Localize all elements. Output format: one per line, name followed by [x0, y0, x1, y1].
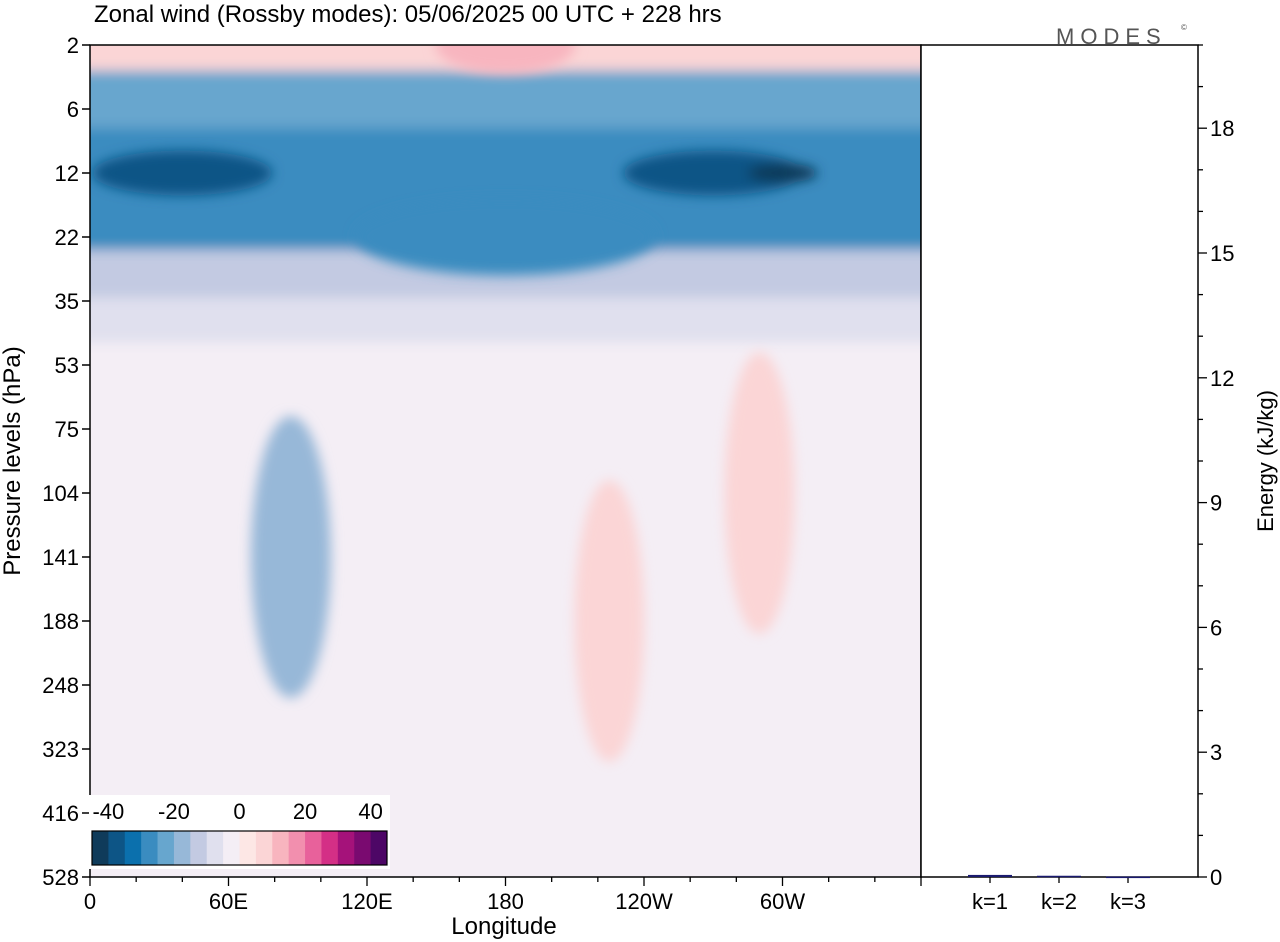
energy-bars — [968, 874, 1150, 879]
colorbar-swatch — [206, 831, 224, 865]
x-tick-label: 120W — [615, 889, 673, 914]
y-tick-label: 528 — [42, 865, 79, 890]
field-feature — [435, 45, 576, 74]
chart-title: Zonal wind (Rossby modes): 05/06/2025 00… — [94, 1, 722, 28]
colorbar-swatch — [255, 831, 273, 865]
colorbar-swatch — [190, 831, 208, 865]
energy-bar-k=2 — [1037, 875, 1081, 878]
y-axis-title: Pressure levels (hPa) — [0, 346, 26, 575]
y-tick-label: 104 — [42, 481, 79, 506]
colorbar-swatch — [370, 831, 388, 865]
colorbar-swatch — [108, 831, 126, 865]
energy-axis: 0 3 6 9 12 15 18 — [989, 44, 1234, 890]
colorbar-swatch — [173, 831, 191, 865]
colorbar-swatch — [223, 831, 240, 865]
y-tick-label: 6 — [67, 97, 79, 122]
colorbar-swatch — [354, 831, 372, 865]
wavenumber-label: k=1 — [972, 889, 1008, 914]
field-feature — [250, 416, 331, 698]
x-axis-title: Longitude — [451, 913, 556, 940]
energy-tick-label: 6 — [1210, 615, 1222, 640]
field-feature — [724, 352, 795, 634]
field-feature — [355, 198, 656, 276]
zonal-wind-field — [90, 45, 921, 877]
y-tick-label: 188 — [42, 609, 79, 634]
logo-mark: © — [1181, 23, 1187, 32]
colorbar-swatch — [337, 831, 355, 865]
colorbar-swatch — [92, 831, 109, 865]
energy-tick-label: 0 — [1210, 865, 1222, 890]
energy-bar-k=1 — [968, 874, 1012, 877]
field-feature — [92, 150, 273, 196]
colorbar-frame — [91, 830, 388, 866]
energy-axis-title: Energy (kJ/kg) — [1253, 390, 1278, 532]
energy-bar-k=3 — [1106, 876, 1150, 879]
colorbar-swatch — [288, 831, 306, 865]
energy-tick-label: 3 — [1210, 740, 1222, 765]
energy-tick-label: 12 — [1210, 366, 1234, 391]
colorbar-swatch — [239, 831, 257, 865]
colorbar-tick-label: 40 — [358, 799, 382, 824]
x-tick-label: 0 — [84, 889, 96, 914]
y-tick-label: 416 — [42, 801, 79, 826]
x-tick-label: 120E — [341, 889, 392, 914]
y-tick-label: 12 — [55, 161, 79, 186]
y-tick-label: 53 — [55, 353, 79, 378]
y-tick-label: 141 — [42, 545, 79, 570]
colorbar-tick-label: -40 — [92, 799, 124, 824]
y-axis: 2 6 12 22 35 53 75 104 141 188 248 323 416 528 — [42, 33, 90, 890]
colorbar-tick-label: 20 — [293, 799, 317, 824]
y-tick-label: 35 — [55, 289, 79, 314]
colorbar-swatch — [124, 831, 142, 865]
field-feature — [623, 150, 804, 196]
field-feature — [747, 163, 818, 183]
x-tick-label: 60E — [209, 889, 248, 914]
colorbar-swatch — [272, 831, 290, 865]
y-tick-label: 75 — [55, 417, 79, 442]
x-tick-label: 180 — [487, 889, 524, 914]
x-axis: 0 60E 120E 180 120W 60W — [84, 877, 922, 914]
energy-tick-label: 9 — [1210, 491, 1222, 516]
energy-panel-frame — [920, 44, 1199, 878]
field-feature — [574, 480, 645, 762]
colorbar: -40 -20 0 20 40 — [89, 795, 390, 869]
colorbar-swatch — [157, 831, 175, 865]
field-band — [90, 297, 921, 343]
x-tick-label: 60W — [760, 889, 805, 914]
wavenumber-labels: k=1 k=2 k=3 — [972, 889, 1146, 914]
y-tick-label: 2 — [67, 33, 79, 58]
colorbar-swatch — [141, 831, 158, 865]
energy-tick-label: 15 — [1210, 241, 1234, 266]
colorbar-swatch — [305, 831, 322, 865]
y-tick-label: 248 — [42, 673, 79, 698]
wavenumber-label: k=2 — [1041, 889, 1077, 914]
wavenumber-label: k=3 — [1110, 889, 1146, 914]
colorbar-swatch — [321, 831, 339, 865]
colorbar-tick-label: -20 — [158, 799, 190, 824]
energy-tick-label: 18 — [1210, 116, 1234, 141]
y-tick-label: 323 — [42, 737, 79, 762]
y-tick-label: 22 — [55, 225, 79, 250]
colorbar-tick-label: 0 — [233, 799, 245, 824]
